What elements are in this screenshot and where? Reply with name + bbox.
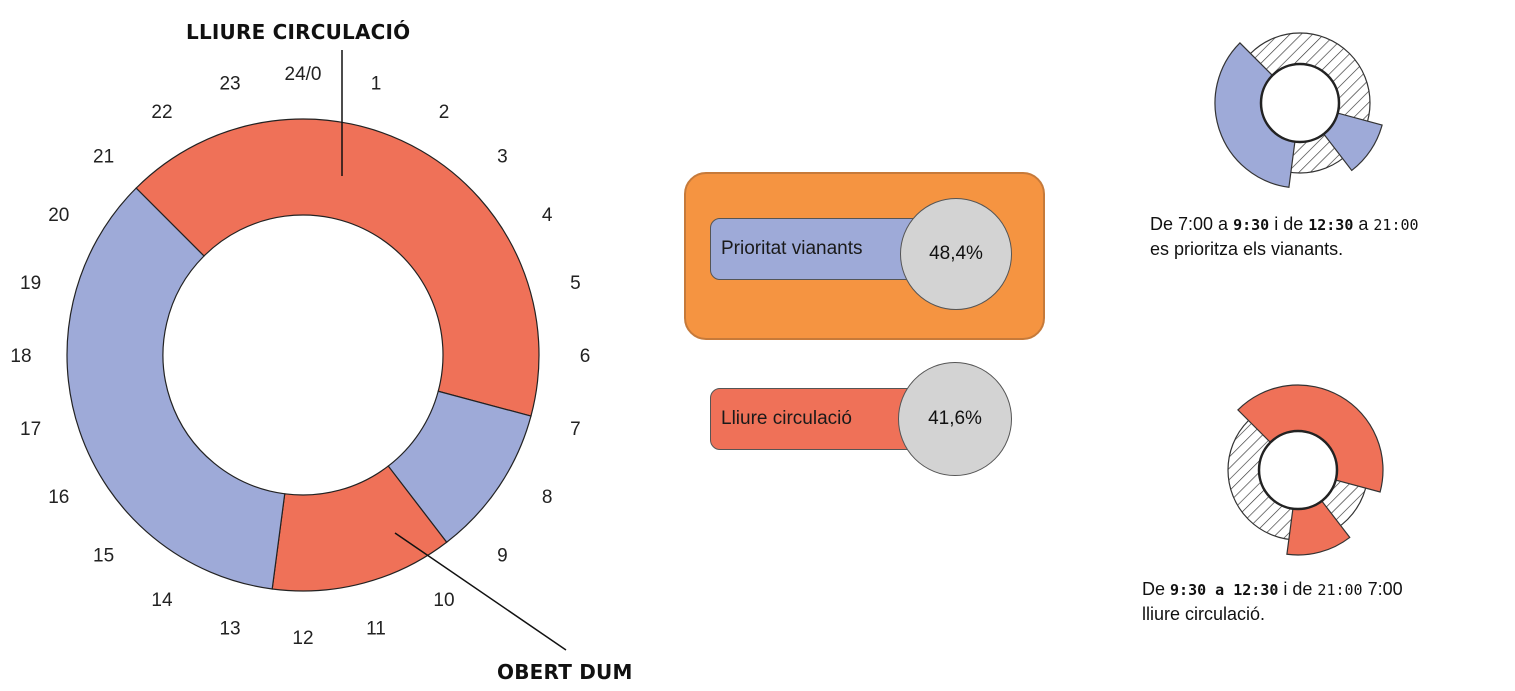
mini1-center: [1259, 62, 1341, 144]
hour-label-1: 1: [371, 74, 382, 95]
hour-label-7: 7: [570, 419, 581, 440]
hour-label-22: 22: [151, 102, 172, 123]
mini2-center: [1257, 429, 1339, 511]
leader-line-bottom: [394, 532, 567, 651]
note-traffic: De 9:30 a 12:30 i de 21:00 7:00 lliure c…: [1142, 577, 1502, 626]
hour-label-2: 2: [439, 102, 450, 123]
hour-label-3: 3: [497, 147, 508, 168]
hour-label-18: 18: [10, 346, 31, 367]
hour-label-23: 23: [219, 74, 240, 95]
hour-label-14: 14: [151, 590, 173, 611]
hour-label-19: 19: [20, 273, 41, 294]
hour-label-15: 15: [93, 545, 114, 566]
hour-label-17: 17: [20, 419, 41, 440]
legend-value-traffic: 41,6%: [898, 362, 1012, 476]
donut-segments: [66, 118, 540, 592]
chart-title-bottom: OBERT DUM: [497, 660, 633, 684]
hour-label-21: 21: [93, 147, 114, 168]
donut-segment-0: [135, 118, 540, 417]
hour-label-16: 16: [48, 487, 69, 508]
chart-title-top: LLIURE CIRCULACIÓ: [186, 20, 411, 44]
hour-label-9: 9: [497, 545, 508, 566]
hour-label-11: 11: [366, 618, 386, 639]
note-pedestrians-line1: De 7:00 a 9:30 i de 12:30 a 21:00: [1150, 214, 1419, 234]
hour-label-0: 24/0: [285, 64, 322, 85]
legend-label-pedestrians: Prioritat vianants: [721, 238, 863, 259]
legend-value-pedestrians: 48,4%: [900, 198, 1012, 310]
hour-label-4: 4: [542, 205, 553, 226]
note-traffic-line1: De 9:30 a 12:30 i de 21:00 7:00: [1142, 579, 1403, 599]
hour-label-8: 8: [542, 487, 553, 508]
hour-label-5: 5: [570, 273, 581, 294]
mini-chart-traffic: [1227, 384, 1384, 556]
legend-label-traffic: Lliure circulació: [721, 408, 852, 429]
note-traffic-line2: lliure circulació.: [1142, 604, 1266, 624]
hour-label-6: 6: [580, 346, 591, 367]
hour-label-10: 10: [433, 590, 454, 611]
donut-segment-3: [66, 187, 286, 590]
mini-chart-pedestrians: [1214, 32, 1383, 188]
hour-label-12: 12: [292, 628, 313, 649]
hour-labels: 24/0 123456789101112131415161718192021222…: [10, 64, 590, 649]
note-pedestrians: De 7:00 a 9:30 i de 12:30 a 21:00 es pri…: [1150, 212, 1510, 261]
hour-label-20: 20: [48, 205, 69, 226]
note-pedestrians-line2: es prioritza els vianants.: [1150, 239, 1344, 259]
hour-label-13: 13: [219, 618, 240, 639]
